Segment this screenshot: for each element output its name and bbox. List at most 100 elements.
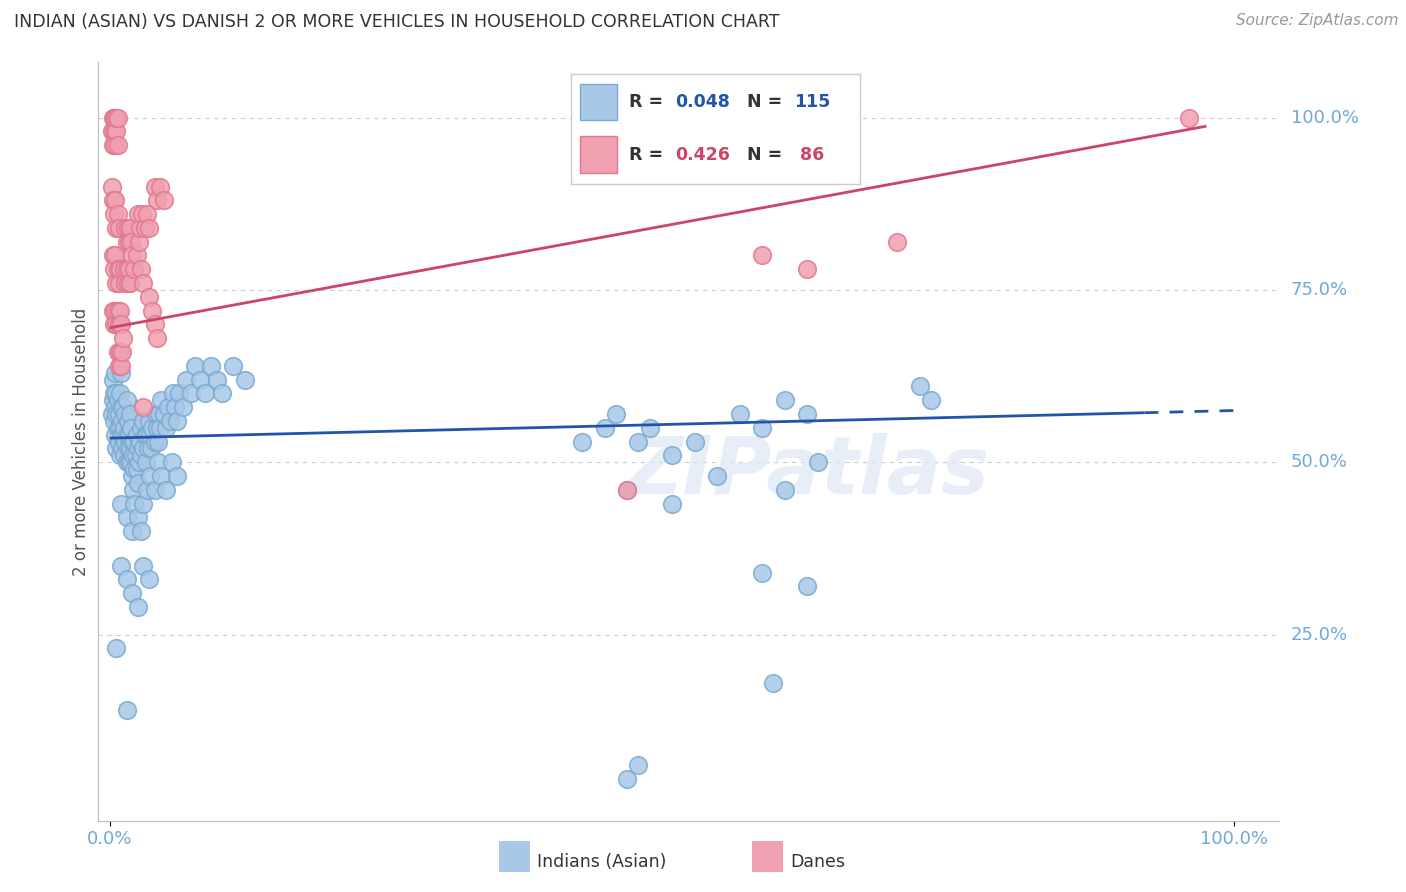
Point	[627, 434, 650, 449]
Point	[101, 124, 124, 138]
Point	[108, 345, 131, 359]
Point	[152, 194, 174, 208]
Text: 50.0%: 50.0%	[1291, 453, 1347, 471]
Point	[105, 442, 128, 456]
Point	[134, 427, 156, 442]
Point	[101, 407, 124, 421]
Point	[135, 483, 157, 497]
Point	[143, 434, 166, 449]
Point	[128, 235, 150, 249]
Text: 25.0%: 25.0%	[1291, 625, 1348, 643]
Point	[112, 421, 135, 435]
Text: Source: ZipAtlas.com: Source: ZipAtlas.com	[1236, 13, 1399, 29]
Point	[120, 421, 142, 435]
Point	[111, 414, 134, 428]
Point	[103, 111, 125, 125]
Point	[136, 442, 159, 456]
Point	[103, 124, 125, 138]
Point	[135, 455, 157, 469]
Point	[127, 510, 149, 524]
Point	[143, 318, 166, 332]
Point	[146, 194, 169, 208]
Point	[751, 248, 773, 262]
Point	[155, 421, 177, 435]
Point	[211, 386, 233, 401]
Point	[118, 235, 141, 249]
Point	[122, 448, 145, 462]
Point	[122, 483, 145, 497]
Point	[127, 207, 149, 221]
Point	[117, 414, 139, 428]
Point	[124, 462, 146, 476]
Point	[146, 421, 169, 435]
Point	[132, 276, 155, 290]
Point	[115, 573, 138, 587]
Point	[200, 359, 222, 373]
Point	[125, 462, 148, 476]
Point	[141, 303, 163, 318]
Point	[107, 262, 129, 277]
Point	[110, 497, 132, 511]
Point	[796, 579, 818, 593]
Point	[105, 124, 128, 138]
Point	[132, 442, 155, 456]
Point	[108, 386, 131, 401]
Point	[101, 138, 124, 153]
Point	[166, 469, 188, 483]
Point	[605, 407, 627, 421]
Point	[101, 393, 124, 408]
Point	[114, 434, 136, 449]
Point	[118, 262, 141, 277]
Text: 75.0%: 75.0%	[1291, 281, 1348, 299]
Point	[762, 675, 785, 690]
Point	[105, 220, 128, 235]
Point	[104, 111, 127, 125]
Point	[110, 318, 132, 332]
Point	[180, 386, 202, 401]
Point	[129, 421, 152, 435]
Point	[121, 248, 143, 262]
Point	[886, 235, 908, 249]
Point	[118, 455, 141, 469]
Point	[139, 427, 162, 442]
Point	[920, 393, 942, 408]
Point	[104, 366, 127, 380]
Point	[233, 372, 256, 386]
Text: Danes: Danes	[790, 853, 845, 871]
Point	[107, 407, 129, 421]
Point	[104, 248, 127, 262]
Point	[146, 331, 169, 345]
Point	[174, 372, 197, 386]
Point	[145, 407, 167, 421]
Point	[103, 262, 125, 277]
Point	[129, 434, 152, 449]
Point	[125, 248, 148, 262]
Point	[149, 179, 172, 194]
Point	[107, 359, 129, 373]
Point	[143, 179, 166, 194]
Point	[627, 758, 650, 772]
Point	[773, 483, 796, 497]
Point	[107, 220, 129, 235]
Point	[159, 414, 181, 428]
Point	[124, 448, 146, 462]
Point	[115, 703, 138, 717]
Point	[117, 276, 139, 290]
Point	[101, 194, 124, 208]
Point	[107, 421, 129, 435]
Point	[118, 407, 141, 421]
Point	[104, 400, 127, 414]
Point	[118, 276, 141, 290]
Point	[146, 455, 169, 469]
Point	[120, 235, 142, 249]
Point	[616, 483, 638, 497]
Point	[593, 421, 616, 435]
Point	[706, 469, 728, 483]
Point	[115, 262, 138, 277]
Point	[807, 455, 830, 469]
Point	[163, 400, 186, 414]
Point	[616, 483, 638, 497]
Point	[138, 573, 160, 587]
Point	[150, 393, 173, 408]
Point	[107, 111, 129, 125]
